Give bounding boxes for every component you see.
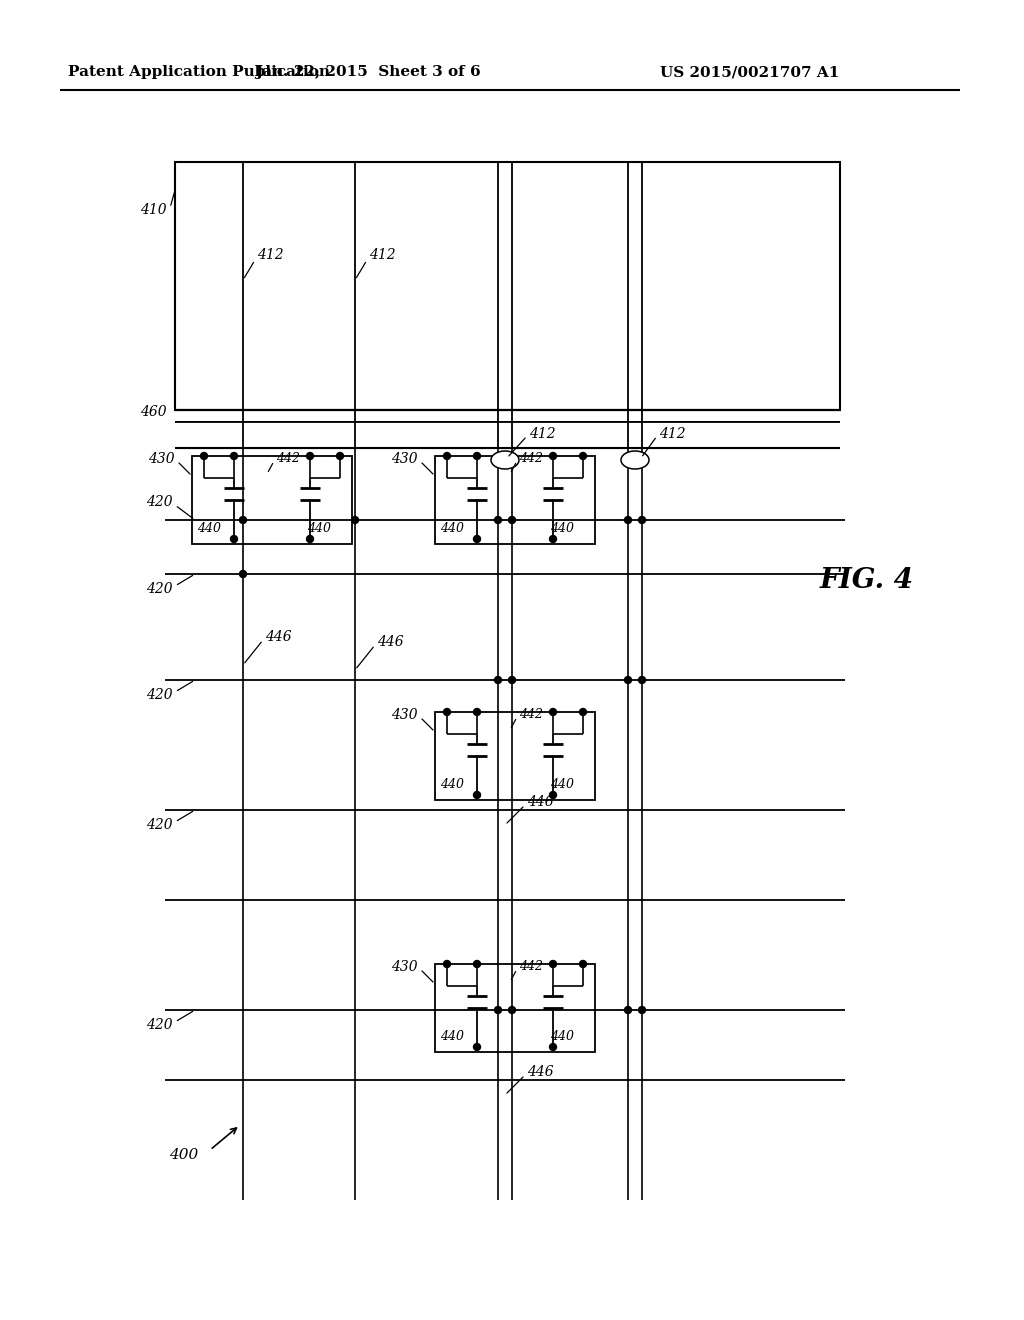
Text: 440: 440 [440,1031,464,1044]
Circle shape [509,676,515,684]
Circle shape [550,961,556,968]
Ellipse shape [490,451,519,469]
Circle shape [306,536,313,543]
Text: 412: 412 [659,426,686,441]
Text: 430: 430 [391,708,418,722]
Text: 446: 446 [527,1065,554,1078]
Text: 430: 430 [148,451,175,466]
Circle shape [240,570,247,578]
Circle shape [443,709,451,715]
Text: 420: 420 [146,582,173,597]
Circle shape [473,709,480,715]
Circle shape [473,961,480,968]
Text: 440: 440 [550,1031,574,1044]
Circle shape [351,516,358,524]
Circle shape [337,453,343,459]
Text: 412: 412 [257,248,284,261]
Text: 442: 442 [519,453,543,466]
Circle shape [550,536,556,543]
Circle shape [509,1006,515,1014]
Text: 412: 412 [529,426,556,441]
Circle shape [550,453,556,459]
Bar [435,455,595,544]
Text: 442: 442 [276,453,300,466]
Circle shape [306,453,313,459]
Text: 440: 440 [440,779,464,792]
Circle shape [550,1044,556,1051]
Text: 430: 430 [391,451,418,466]
Text: Patent Application Publication: Patent Application Publication [68,65,330,79]
Circle shape [495,516,502,524]
Text: 440: 440 [197,523,221,536]
Text: 420: 420 [146,688,173,702]
Circle shape [580,709,587,715]
Text: 442: 442 [519,709,543,722]
Bar [193,455,352,544]
Bar [435,711,595,800]
Circle shape [639,676,645,684]
Circle shape [443,961,451,968]
Text: 446: 446 [527,795,554,809]
Circle shape [580,961,587,968]
Text: 430: 430 [391,960,418,974]
Circle shape [495,676,502,684]
Text: 412: 412 [369,248,395,261]
Circle shape [473,1044,480,1051]
Text: 440: 440 [440,523,464,536]
Circle shape [240,516,247,524]
Text: FIG. 4: FIG. 4 [820,566,914,594]
Text: Jan. 22, 2015  Sheet 3 of 6: Jan. 22, 2015 Sheet 3 of 6 [255,65,481,79]
Circle shape [639,516,645,524]
Circle shape [550,792,556,799]
Circle shape [473,453,480,459]
Circle shape [230,453,238,459]
Circle shape [495,1006,502,1014]
Circle shape [473,792,480,799]
Bar [175,162,840,411]
Circle shape [550,709,556,715]
Text: 420: 420 [146,818,173,832]
Circle shape [230,536,238,543]
Text: 442: 442 [519,961,543,974]
Text: 420: 420 [146,495,173,510]
Circle shape [580,453,587,459]
Circle shape [639,1006,645,1014]
Text: 410: 410 [140,203,167,216]
Text: 446: 446 [265,630,292,644]
Circle shape [509,516,515,524]
Text: 420: 420 [146,1018,173,1032]
Ellipse shape [621,451,649,469]
Circle shape [473,536,480,543]
Text: 460: 460 [140,405,167,418]
Text: 440: 440 [307,523,331,536]
Text: 440: 440 [550,523,574,536]
Text: US 2015/0021707 A1: US 2015/0021707 A1 [660,65,840,79]
Text: 400: 400 [169,1148,198,1162]
Circle shape [625,1006,632,1014]
Text: 440: 440 [550,779,574,792]
Bar [435,964,595,1052]
Circle shape [443,453,451,459]
Circle shape [201,453,208,459]
Text: 446: 446 [377,635,403,649]
Circle shape [625,516,632,524]
Bar [175,422,840,447]
Circle shape [625,676,632,684]
